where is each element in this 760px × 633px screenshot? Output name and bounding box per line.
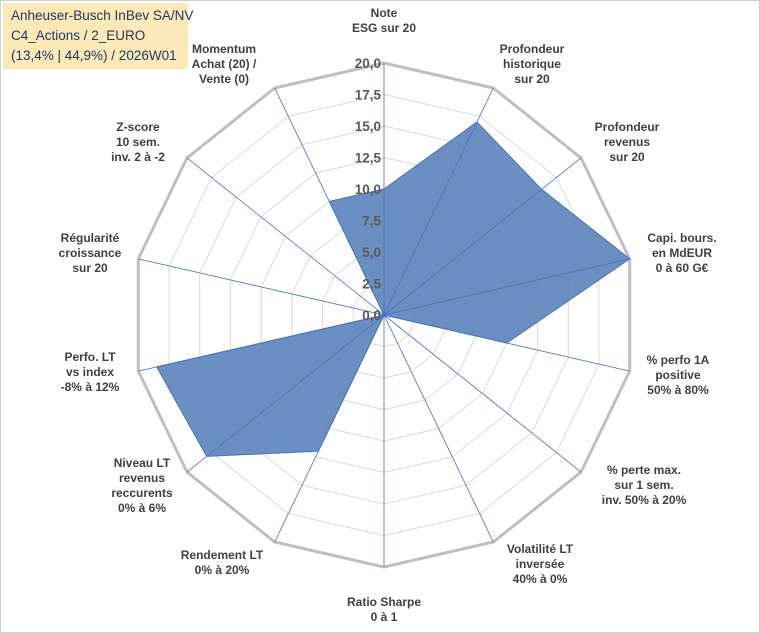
info-category: C4_Actions / 2_EURO xyxy=(11,28,146,43)
spoke-3 xyxy=(383,157,582,316)
axis-label-2: Profondeur historique sur 20 xyxy=(500,42,565,86)
tick-label-8: 20,0 xyxy=(355,56,381,71)
axis-label-10: Niveau LT revenus reccurents 0% à 6% xyxy=(111,456,173,515)
axis-label-12: Régularité croissance sur 20 xyxy=(59,231,122,275)
tick-label-7: 17,5 xyxy=(355,88,382,103)
axis-label-9-line-2: 0% à 20% xyxy=(195,563,250,577)
axis-label-11: Perfo. LT vs index -8% à 12% xyxy=(61,350,120,394)
axis-label-12-line-3: sur 20 xyxy=(72,261,108,275)
axis-label-3-line-2: revenus xyxy=(604,135,650,149)
axis-label-7-line-3: 40% à 0% xyxy=(513,572,568,586)
tick-label-2: 5,0 xyxy=(362,245,381,260)
tick-label-1: 2,5 xyxy=(362,277,381,292)
axis-label-4-line-2: en MdEUR xyxy=(652,246,712,260)
axis-label-6: % perte max. sur 1 sem. inv. 50% à 20% xyxy=(602,463,687,507)
tick-label-4: 10,0 xyxy=(355,182,381,197)
axis-label-10-line-2: revenus xyxy=(119,471,165,485)
axis-label-8-line-2: 0 à 1 xyxy=(371,610,398,624)
spoke-7 xyxy=(383,314,494,543)
axis-label-14-line-1: Momentum xyxy=(192,42,256,56)
axis-label-5-line-3: 50% à 80% xyxy=(647,383,709,397)
axis-label-7: Volatilité LT inversée 40% à 0% xyxy=(507,542,574,586)
axis-label-11-line-3: -8% à 12% xyxy=(61,380,120,394)
spoke-10 xyxy=(186,314,385,473)
axis-label-4-line-3: 0 à 60 G€ xyxy=(656,261,709,275)
tick-label-0: 0,0 xyxy=(362,308,381,323)
axis-label-11-line-1: Perfo. LT xyxy=(64,350,116,364)
spoke-2 xyxy=(383,87,494,316)
axis-label-9-line-1: Rendement LT xyxy=(181,548,264,562)
axis-label-5: % perfo 1A positive 50% à 80% xyxy=(647,353,710,397)
axis-label-3-line-1: Profondeur xyxy=(595,120,660,134)
spoke-12 xyxy=(138,258,385,316)
axis-label-12-line-2: croissance xyxy=(59,246,122,260)
axis-label-8-line-1: Ratio Sharpe xyxy=(347,595,421,609)
spoke-14 xyxy=(274,87,385,316)
axis-label-7-line-1: Volatilité LT xyxy=(507,542,574,556)
axis-label-11-line-2: vs index xyxy=(66,365,114,379)
axis-label-10-line-4: 0% à 6% xyxy=(118,501,166,515)
axis-label-10-line-3: reccurents xyxy=(111,486,173,500)
axis-label-5-line-2: positive xyxy=(655,368,701,382)
axis-label-4-line-1: Capi. bours. xyxy=(647,231,716,245)
axis-label-13-line-3: inv. 2 à -2 xyxy=(111,150,165,164)
axis-label-14-line-3: Vente (0) xyxy=(199,72,249,86)
axis-label-1-line-2: ESG sur 20 xyxy=(352,21,416,35)
spoke-5 xyxy=(383,314,630,372)
tick-label-5: 12,5 xyxy=(355,151,382,166)
axis-label-3: Profondeur revenus sur 20 xyxy=(595,120,660,164)
tick-label-3: 7,5 xyxy=(362,214,381,229)
tick-label-6: 15,0 xyxy=(355,119,381,134)
spoke-4 xyxy=(383,258,630,316)
info-stats: (13,4% | 44,9%) / 2026W01 xyxy=(11,48,177,63)
axis-label-12-line-1: Régularité xyxy=(61,231,120,245)
axis-label-8: Ratio Sharpe 0 à 1 xyxy=(347,595,421,624)
axis-label-14: Momentum Achat (20) / Vente (0) xyxy=(192,42,257,86)
axis-label-5-line-1: % perfo 1A xyxy=(647,353,710,367)
axis-label-13-line-1: Z-score xyxy=(116,120,160,134)
axis-label-6-line-3: inv. 50% à 20% xyxy=(602,493,687,507)
spoke-13 xyxy=(186,157,385,316)
axis-label-14-line-2: Achat (20) / xyxy=(192,57,257,71)
spoke-11 xyxy=(138,314,385,372)
spoke-9 xyxy=(274,314,385,543)
axis-label-6-line-2: sur 1 sem. xyxy=(614,478,673,492)
series-polygon xyxy=(155,121,631,457)
spoke-6 xyxy=(383,314,582,473)
axis-label-2-line-3: sur 20 xyxy=(514,72,550,86)
axis-label-13: Z-score 10 sem. inv. 2 à -2 xyxy=(111,120,165,164)
info-company-name: Anheuser-Busch InBev SA/NV xyxy=(11,8,194,23)
axis-label-2-line-1: Profondeur xyxy=(500,42,565,56)
axis-label-9: Rendement LT 0% à 20% xyxy=(181,548,264,577)
axis-label-7-line-2: inversée xyxy=(516,557,565,571)
axis-label-3-line-3: sur 20 xyxy=(609,150,645,164)
info-box: Anheuser-Busch InBev SA/NV C4_Actions / … xyxy=(3,3,193,69)
axis-label-10-line-1: Niveau LT xyxy=(114,456,171,470)
axis-label-1: Note ESG sur 20 xyxy=(352,6,416,35)
axis-label-13-line-2: 10 sem. xyxy=(116,135,160,149)
axis-label-2-line-2: historique xyxy=(503,57,561,71)
axis-label-4: Capi. bours. en MdEUR 0 à 60 G€ xyxy=(647,231,716,275)
axis-label-6-line-1: % perte max. xyxy=(607,463,681,477)
axis-label-1-line-1: Note xyxy=(371,6,398,20)
